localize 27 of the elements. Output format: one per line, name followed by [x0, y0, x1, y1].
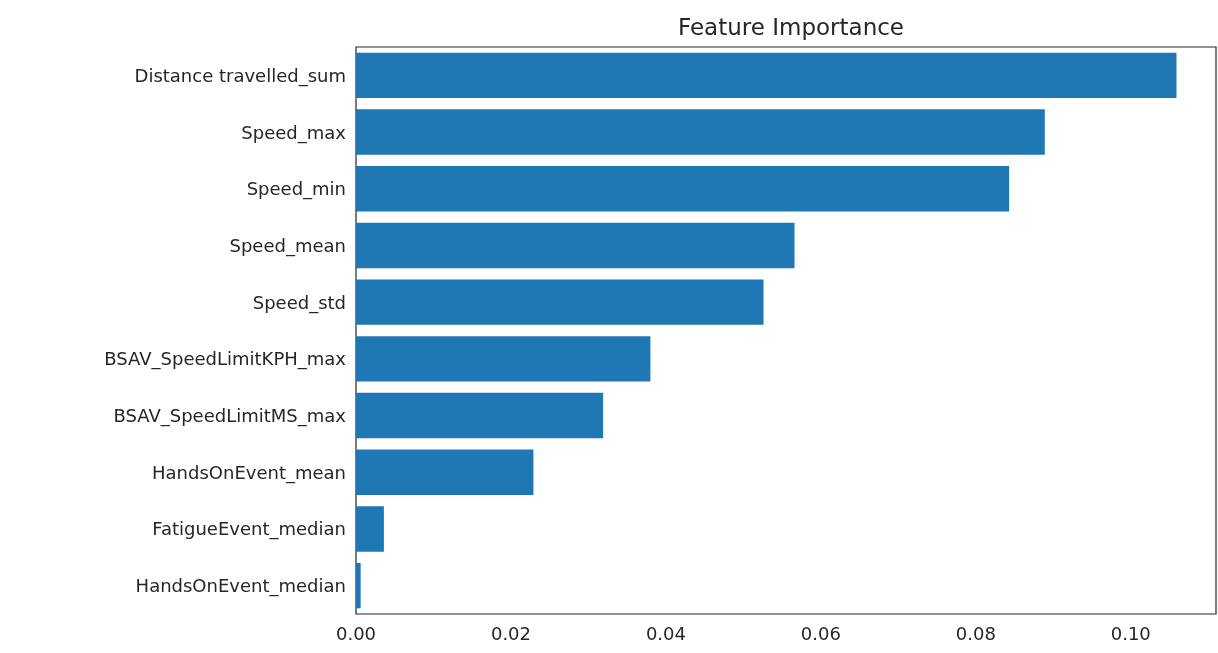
y-tick-label: HandsOnEvent_mean — [152, 461, 346, 484]
bar — [356, 222, 795, 269]
x-tick-label: 0.00 — [335, 622, 377, 644]
bar — [356, 562, 361, 609]
y-tick-label: Speed_mean — [229, 234, 346, 257]
bar — [356, 166, 1010, 212]
x-tick-label: 0.08 — [955, 622, 996, 644]
x-tick-label: 0.10 — [1110, 622, 1151, 644]
bar — [356, 109, 1045, 155]
bar — [356, 392, 604, 439]
y-tick-label: Speed_min — [246, 178, 346, 201]
y-tick-label: Speed_max — [241, 121, 347, 144]
y-tick-label: HandsOnEvent_median — [135, 575, 346, 598]
bar — [356, 449, 534, 495]
x-tick-label: 0.02 — [490, 622, 531, 644]
chart-title: Feature Importance — [677, 13, 905, 40]
bar — [356, 506, 384, 552]
bar — [356, 279, 764, 325]
x-tick-label: 0.04 — [645, 622, 686, 644]
y-tick-label: FatigueEvent_median — [152, 518, 346, 541]
bar — [356, 336, 651, 382]
y-tick-label: BSAV_SpeedLimitMS_max — [113, 405, 347, 428]
y-tick-label: Speed_std — [252, 291, 346, 314]
bar — [356, 52, 1177, 99]
y-tick-label: BSAV_SpeedLimitKPH_max — [104, 348, 347, 371]
y-tick-label: Distance travelled_sum — [134, 64, 346, 87]
x-tick-label: 0.06 — [800, 622, 841, 644]
